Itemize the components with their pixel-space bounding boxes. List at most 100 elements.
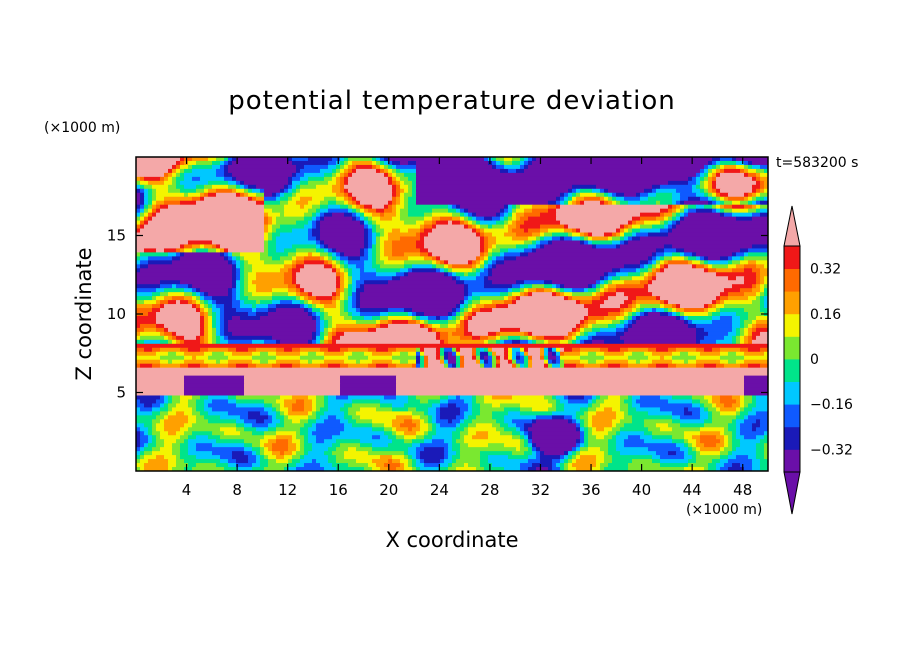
heatmap-cell [476,395,485,401]
heatmap-cell [620,244,665,250]
heatmap-cell [616,331,625,337]
heatmap-cell [760,308,768,313]
heatmap-cell [272,415,277,420]
heatmap-cell [708,260,729,265]
heatmap-cell [744,292,757,297]
heatmap-cell [200,363,209,369]
heatmap-cell [400,276,453,281]
heatmap-cell [748,411,757,416]
heatmap-cell [236,256,241,261]
heatmap-cell [408,228,421,234]
heatmap-cell [332,184,341,190]
heatmap-cell [416,355,421,361]
heatmap-cell [176,439,185,444]
heatmap-cell [356,447,373,452]
heatmap-cell [428,355,437,361]
heatmap-cell [456,327,465,333]
heatmap-cell [452,308,457,313]
heatmap-cell [288,196,293,202]
heatmap-cell [340,387,397,393]
heatmap-cell [716,308,721,313]
heatmap-cell [344,252,361,257]
heatmap-cell [232,296,237,301]
heatmap-cell [408,268,413,273]
heatmap-cell [608,296,629,301]
heatmap-cell [296,399,305,405]
heatmap-cell [460,319,465,325]
heatmap-cell [460,220,465,226]
heatmap-cell [532,292,553,297]
heatmap-cell [344,300,349,305]
heatmap-cell [164,439,177,444]
heatmap-cell [244,288,249,293]
heatmap-cell [528,288,537,293]
heatmap-cell [172,260,229,265]
heatmap-cell [348,176,389,182]
heatmap-cell [296,435,305,440]
heatmap-cell [480,220,497,226]
heatmap-cell [372,467,381,471]
heatmap-cell [328,204,341,210]
heatmap-cell [264,403,273,408]
heatmap-cell [644,351,653,357]
heatmap-cell [136,208,141,214]
heatmap-cell [136,212,141,218]
heatmap-cell [156,439,165,444]
heatmap-cell [264,455,269,460]
heatmap-cell [180,443,189,448]
heatmap-cell [200,395,209,401]
heatmap-cell [328,260,333,265]
heatmap-cell [244,451,253,456]
heatmap-cell [320,308,325,313]
heatmap-cell [164,200,181,206]
heatmap-cell [188,160,197,166]
heatmap-cell [716,296,721,301]
heatmap-cell [316,304,325,309]
heatmap-cell [460,435,465,440]
heatmap-cell [436,260,441,265]
heatmap-cell [308,312,313,317]
heatmap-cell [756,260,768,265]
heatmap-cell [296,220,309,226]
heatmap-cell [320,168,333,174]
heatmap-cell [452,439,457,444]
heatmap-cell [676,315,681,321]
heatmap-cell [388,176,393,182]
heatmap-cell [732,463,741,468]
heatmap-cell [256,276,285,281]
heatmap-cell [416,196,557,202]
heatmap-cell [308,180,329,186]
heatmap-cell [652,435,673,440]
heatmap-cell [416,160,489,166]
heatmap-cell [380,312,389,317]
heatmap-cell [752,319,757,325]
heatmap-cell [476,268,481,273]
heatmap-cell [616,192,625,198]
heatmap-cell [680,204,685,210]
heatmap-cell [236,467,253,471]
heatmap-cell [528,363,533,369]
heatmap-cell [608,463,629,468]
heatmap-cell [480,463,493,468]
heatmap-cell [296,168,301,174]
heatmap-cell [236,264,241,269]
heatmap-cell [140,467,145,471]
heatmap-cell [224,304,233,309]
heatmap-cell [748,164,753,170]
heatmap-cell [688,443,693,448]
heatmap-cell [532,443,537,448]
heatmap-cell [264,451,273,456]
heatmap-cell [376,228,385,234]
heatmap-cell [276,411,281,416]
heatmap-cell [656,272,717,277]
heatmap-cell [564,403,589,408]
heatmap-cell [472,268,477,273]
heatmap-cell [572,236,581,242]
heatmap-cell [244,391,341,397]
heatmap-cell [644,308,653,313]
heatmap-cell [324,419,341,424]
heatmap-cell [440,459,445,464]
heatmap-cell [208,411,229,416]
heatmap-cell [312,411,317,416]
heatmap-cell [260,459,269,464]
